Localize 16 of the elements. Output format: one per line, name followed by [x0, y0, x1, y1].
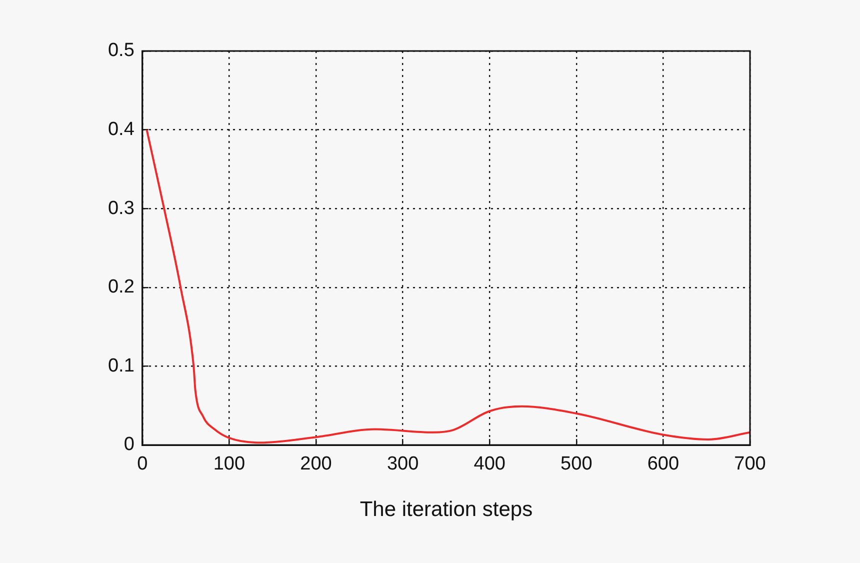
- x-tick-label: 700: [734, 454, 766, 475]
- x-tick-label: 300: [386, 454, 419, 475]
- x-tick-label: 500: [560, 454, 592, 475]
- x-tick-label: 200: [300, 454, 332, 475]
- x-tick-label: 600: [647, 454, 680, 475]
- x-tick-label: 0: [137, 454, 148, 475]
- line-series: [146, 128, 750, 444]
- y-tick-label: 0.3: [108, 198, 134, 219]
- y-tick-label: 0: [124, 434, 134, 456]
- x-tick-label: 400: [474, 454, 506, 475]
- x-axis-title: The iteration steps: [360, 498, 533, 522]
- y-tick-label: 0.4: [108, 119, 135, 140]
- y-tick-label: 0.2: [108, 276, 134, 298]
- x-tick-label: 100: [213, 454, 246, 475]
- y-tick-label: 0.5: [108, 40, 134, 62]
- y-tick-label: 0.1: [108, 355, 134, 376]
